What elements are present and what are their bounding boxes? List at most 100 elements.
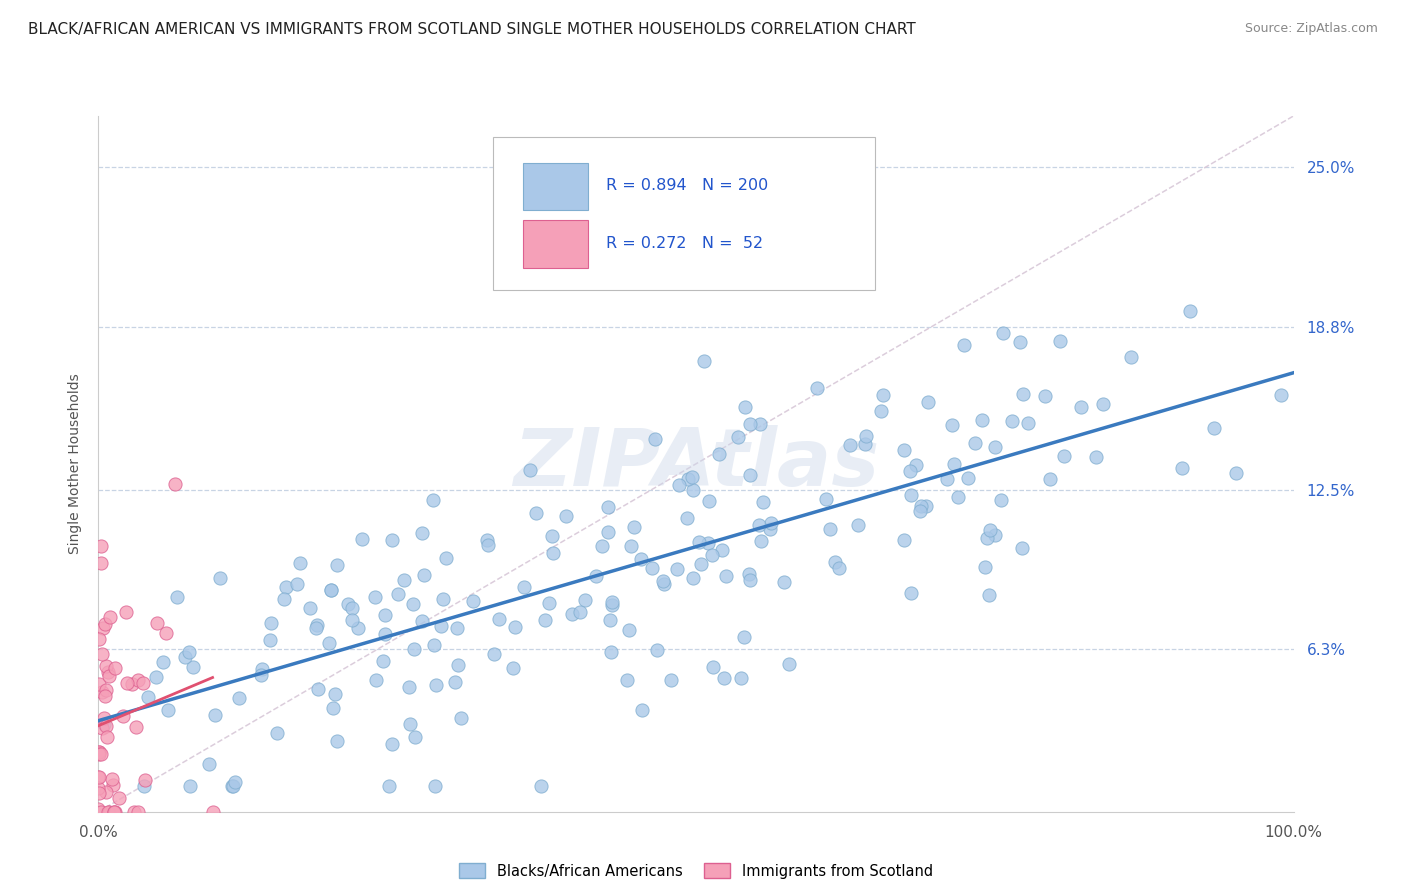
Point — [89, 632, 111, 647]
Point — [443, 674, 465, 689]
Point — [94, 682, 117, 697]
Point — [530, 779, 553, 793]
Point — [970, 413, 993, 427]
Point — [364, 673, 387, 687]
Point — [730, 671, 752, 685]
Point — [145, 670, 167, 684]
Point — [103, 805, 125, 819]
Point — [423, 638, 446, 652]
Point — [97, 805, 120, 819]
Point — [908, 504, 931, 518]
Point — [711, 543, 734, 558]
Point — [155, 626, 177, 640]
Point — [598, 500, 620, 514]
Point — [352, 533, 374, 547]
Point — [146, 616, 169, 631]
Point — [446, 621, 468, 635]
Point — [853, 437, 876, 451]
Point — [682, 571, 704, 585]
Point — [976, 531, 998, 545]
Point — [534, 613, 557, 627]
Point — [748, 518, 770, 533]
Point — [682, 483, 704, 497]
Point — [714, 569, 737, 583]
Point — [91, 685, 114, 699]
Point — [872, 388, 894, 402]
Point — [734, 400, 756, 414]
Point — [990, 492, 1012, 507]
Point — [1053, 449, 1076, 463]
Point — [93, 717, 115, 731]
Point — [956, 471, 979, 485]
Point — [402, 597, 425, 611]
Point — [336, 597, 359, 611]
Text: Source: ZipAtlas.com: Source: ZipAtlas.com — [1244, 22, 1378, 36]
Point — [838, 438, 860, 452]
Point — [274, 580, 297, 594]
Point — [941, 418, 963, 433]
Point — [381, 533, 404, 547]
Point — [90, 747, 112, 761]
Point — [305, 621, 328, 635]
Point — [307, 682, 329, 697]
Point — [519, 463, 541, 477]
Point — [90, 721, 112, 735]
Point — [98, 669, 121, 683]
Point — [748, 417, 770, 432]
Point — [404, 642, 426, 657]
Point — [374, 627, 396, 641]
FancyBboxPatch shape — [523, 162, 589, 210]
Point — [121, 677, 143, 691]
Point — [737, 566, 759, 581]
Point — [1011, 386, 1033, 401]
Point — [702, 660, 724, 674]
FancyBboxPatch shape — [494, 136, 875, 290]
Point — [914, 499, 936, 513]
Point — [413, 568, 436, 582]
Point — [273, 592, 295, 607]
Point — [1204, 421, 1226, 435]
Point — [125, 720, 148, 734]
Point — [201, 805, 224, 819]
Point — [322, 701, 344, 715]
Point — [900, 586, 922, 600]
Point — [425, 779, 447, 793]
Point — [163, 477, 186, 491]
Point — [503, 620, 526, 634]
Point — [846, 518, 869, 533]
Point — [675, 510, 697, 524]
Point — [122, 805, 145, 819]
Point — [1008, 335, 1031, 350]
Point — [917, 394, 939, 409]
Point — [221, 779, 243, 793]
Point — [260, 615, 283, 630]
Point — [90, 540, 112, 554]
Point — [482, 648, 505, 662]
Point — [778, 657, 800, 671]
Point — [910, 499, 932, 513]
Point — [513, 581, 536, 595]
Point — [668, 478, 690, 492]
Point — [298, 601, 321, 615]
Point — [132, 675, 155, 690]
Point — [645, 643, 668, 657]
Point — [477, 533, 499, 547]
Point — [676, 472, 699, 486]
Point — [174, 650, 197, 665]
Point — [652, 576, 675, 591]
Point — [340, 600, 363, 615]
Point — [179, 779, 201, 793]
Point — [898, 464, 921, 478]
Point — [398, 680, 420, 694]
Point — [87, 677, 110, 691]
Point — [432, 591, 454, 606]
Point — [326, 733, 349, 747]
Point — [156, 703, 179, 717]
Point — [659, 673, 682, 688]
Point — [1171, 460, 1194, 475]
Point — [103, 778, 125, 792]
Point — [285, 577, 308, 591]
Point — [87, 746, 110, 760]
Point — [1001, 414, 1024, 428]
Point — [974, 559, 997, 574]
